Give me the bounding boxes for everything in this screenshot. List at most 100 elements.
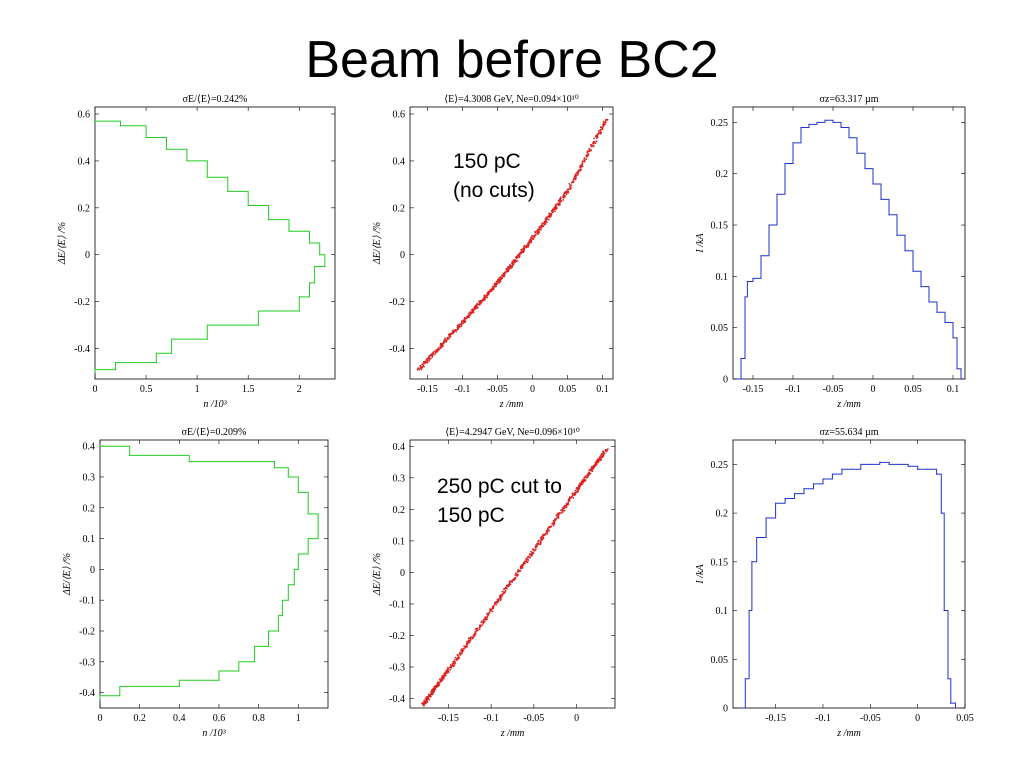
data-point [529,238,532,241]
data-point [597,458,600,461]
data-point [917,468,919,470]
x-tick-label: -0.15 [417,384,438,395]
x-tick-label: 1 [296,713,301,724]
chart-2: ⟨E⟩=4.3008 GeV, Ne=0.094×10¹⁰ -0.15 -0.1 -0… [372,94,614,410]
data-point [512,263,515,266]
data-point [595,140,598,143]
data-point [324,265,326,267]
y-tick-label: 0.2 [716,509,729,520]
data-point [527,241,530,244]
data-point [434,350,436,352]
data-point [314,282,316,284]
data-point [760,255,762,257]
data-point [94,371,96,373]
data-point [501,277,504,279]
data-point [455,658,458,661]
data-point [474,631,477,634]
x-tick-label: 0 [93,384,98,395]
data-point [848,137,850,139]
data-point [218,679,220,681]
data-point [501,593,503,596]
data-point [584,475,587,478]
data-point [850,468,853,470]
data-point [590,143,592,146]
data-point [439,680,442,682]
data-point [593,464,596,466]
y-tick-label: 0.15 [711,221,729,232]
data-point [562,195,565,198]
data-point [424,698,427,700]
y-tick-label: 0.2 [83,503,96,514]
data-point [563,507,565,510]
y-tick-label: 0.05 [711,655,729,666]
data-point [490,608,493,611]
data-point [593,137,595,140]
data-point [574,489,577,492]
data-point [492,285,494,288]
x-tick-label: 1.5 [242,384,255,395]
data-point [465,643,468,645]
data-point [559,196,562,199]
data-point [539,228,542,231]
data-point [478,628,481,631]
x-tick-label: -0.05 [523,713,544,724]
data-point [840,126,842,129]
data-point [441,344,444,347]
x-tick-label: 0.05 [559,384,577,395]
data-point [297,568,299,571]
chart-1: σE/⟨E⟩=0.242% 0 0.5 1 1.5 2 -0.4 -0.2 0 0.2 0.4 0.6… [57,94,336,410]
data-point [486,296,489,299]
data-point [444,337,446,340]
x-tick-label: -0.15 [438,713,459,724]
data-point [483,621,486,623]
data-point [812,483,815,485]
y-tick-label: 0 [400,568,405,579]
series-line [94,120,326,372]
data-point [746,280,749,283]
y-axis-label: ΔE/⟨E⟩ /% [57,222,68,265]
data-point [429,357,432,360]
data-point [188,461,190,463]
data-point [458,325,461,328]
data-point [247,204,249,207]
data-point [432,352,435,355]
data-point [587,150,589,153]
data-point [527,555,530,558]
data-point [171,352,173,354]
x-axis-label: n /10³ [203,399,227,410]
data-point [317,538,319,540]
data-point [186,160,188,162]
data-point [595,463,598,466]
y-tick-label: 0.05 [711,323,729,334]
x-tick-label: -0.15 [743,384,764,395]
x-tick-label: -0.1 [483,713,499,724]
y-tick-label: 0.4 [393,442,406,453]
chart-4: σE/⟨E⟩=0.209% 0 0.2 0.4 0.6 0.8 1 -0.4 -0.3 -0.2 -… [62,427,329,739]
data-point [744,296,746,298]
data-point [522,247,525,250]
data-point [423,362,425,364]
data-point [452,331,455,333]
data-point [476,627,479,630]
data-point [463,320,466,322]
data-point [480,300,483,302]
data-point [569,496,572,499]
data-point [580,482,583,484]
data-point [784,162,786,165]
data-point [794,493,796,495]
data-point [600,131,603,134]
x-axis-label: z /mm [500,728,525,739]
data-point [428,698,431,701]
data-point [510,580,513,583]
data-point [532,238,535,240]
data-point [872,183,874,185]
data-point [532,551,534,554]
data-point [475,307,477,310]
data-point [497,599,500,602]
data-point [574,491,577,494]
x-tick-label: 0.05 [956,713,974,724]
data-point [577,484,580,487]
data-point [586,151,589,154]
x-axis-label: z /mm [836,399,861,410]
x-tick-label: 0.6 [213,713,226,724]
